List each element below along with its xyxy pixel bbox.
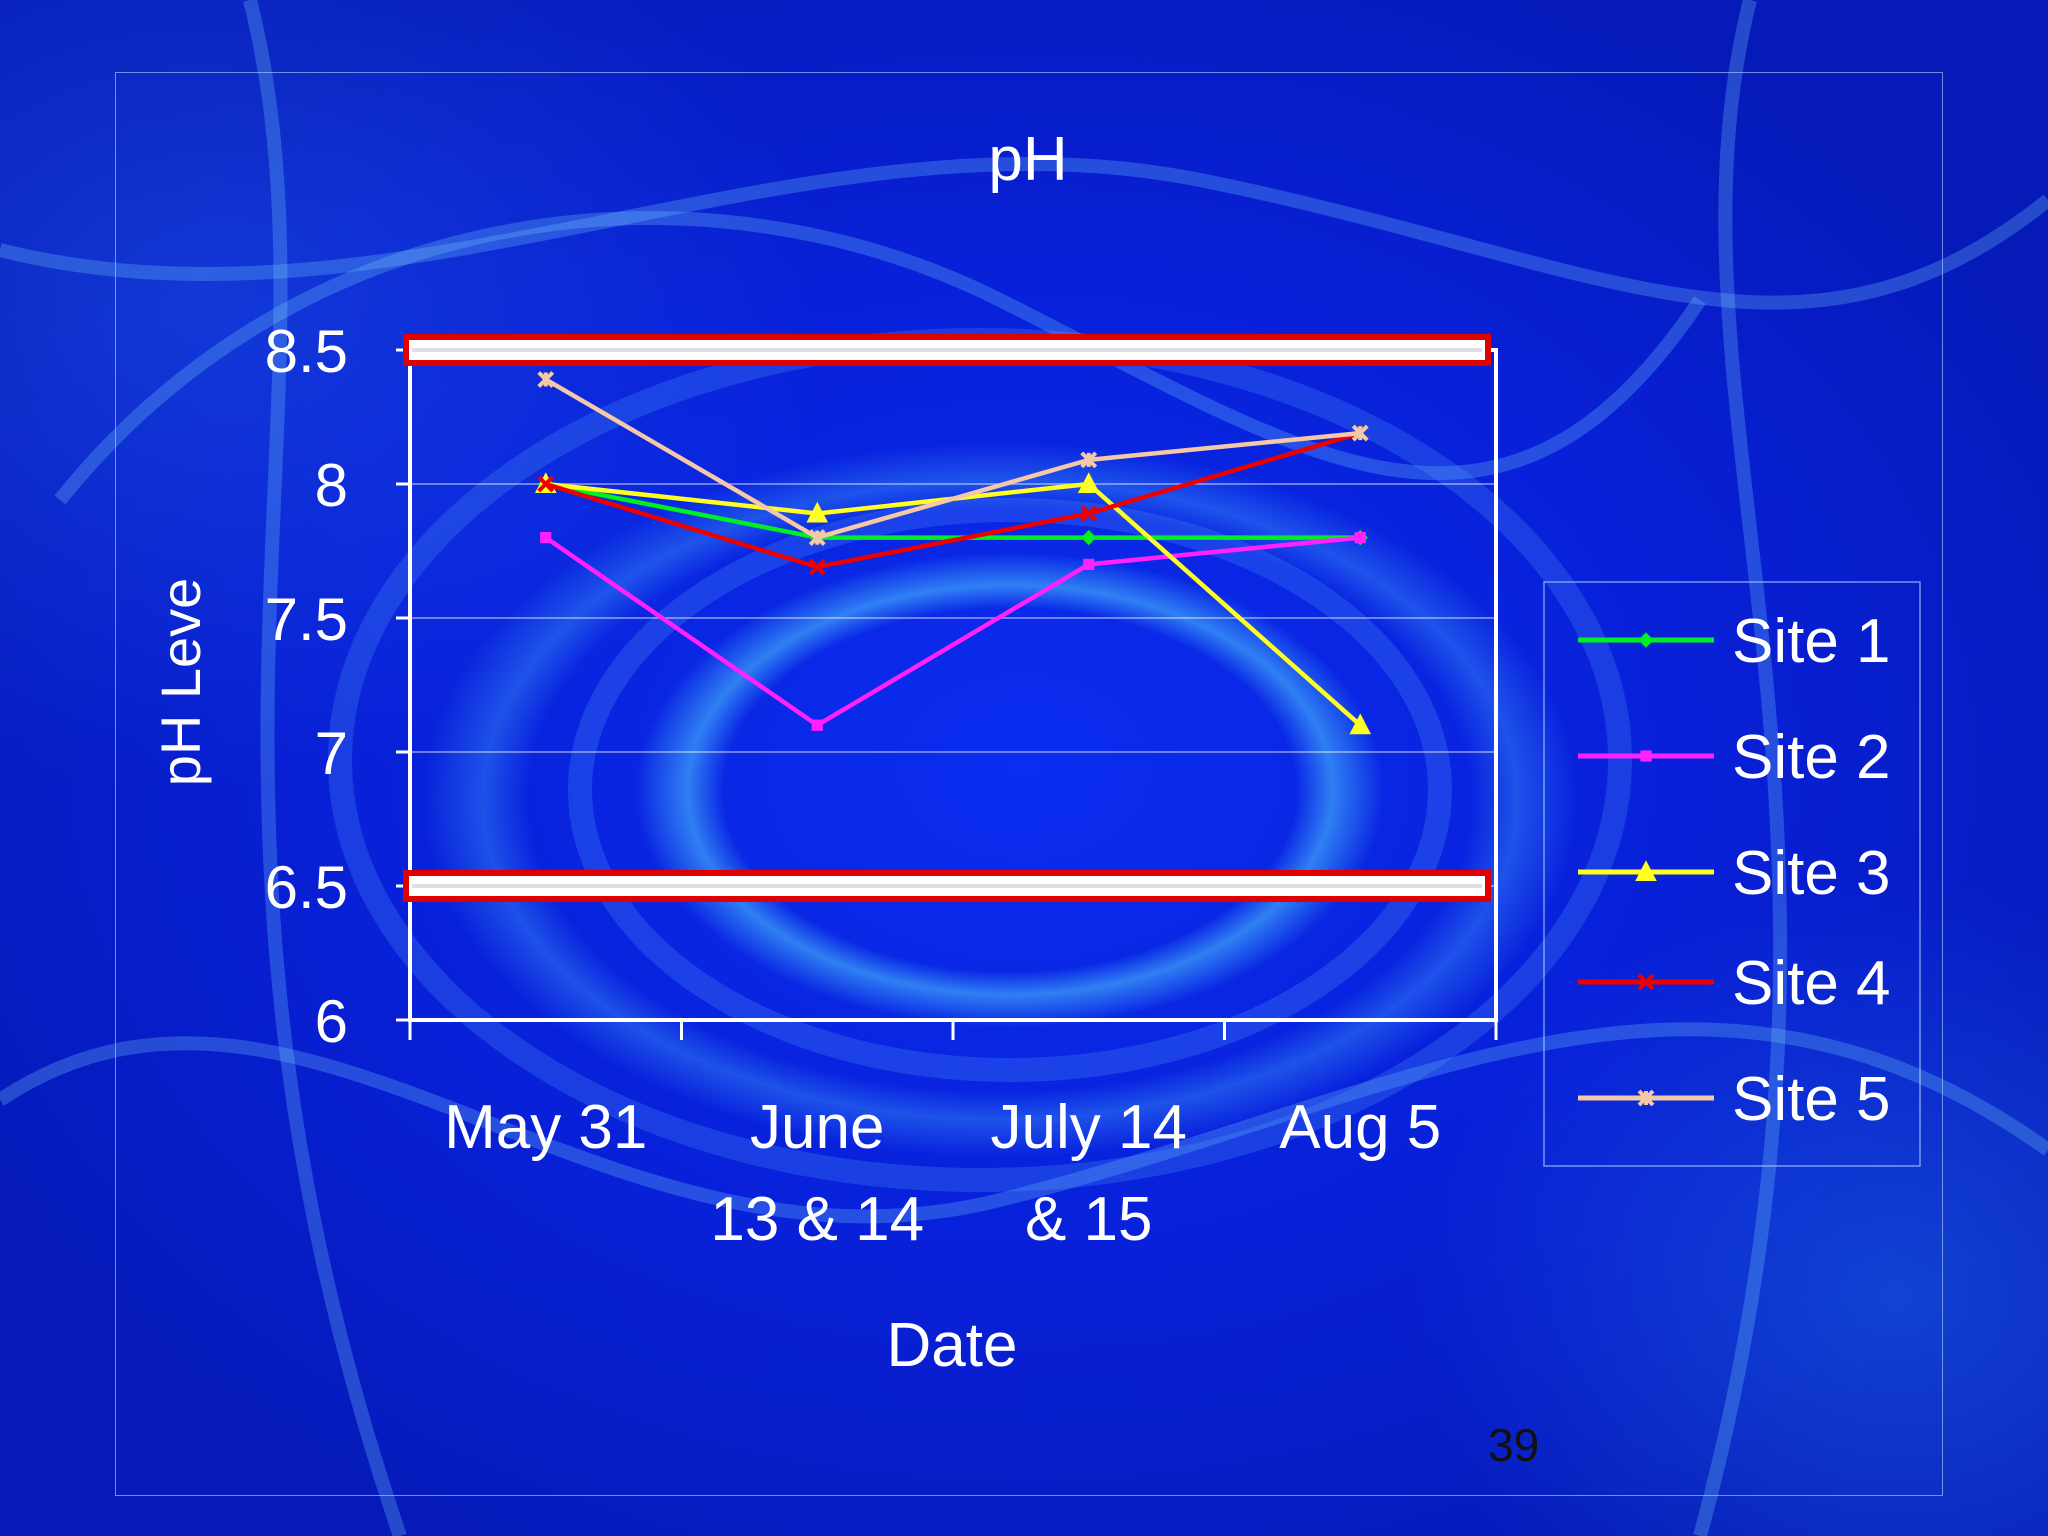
series-point — [1081, 529, 1097, 546]
plot-area-border — [408, 348, 1498, 1022]
series-point — [1354, 532, 1366, 544]
y-tick-label: 7.5 — [265, 586, 348, 653]
series-point — [808, 529, 826, 547]
x-tick-label: & 15 — [1025, 1185, 1153, 1254]
y-axis-label: pH Leve — [149, 578, 212, 787]
series-point — [537, 475, 555, 493]
x-tick-label: May 31 — [444, 1093, 647, 1162]
series-line — [544, 377, 1361, 540]
series-point — [1637, 1089, 1655, 1107]
series-point — [1083, 558, 1095, 570]
series-line — [544, 535, 1361, 728]
x-axis-label: Date — [887, 1311, 1018, 1380]
legend-entry: Site 2 — [1732, 723, 1891, 792]
y-tick-label: 6 — [315, 988, 348, 1055]
series-point — [540, 532, 552, 544]
legend — [1543, 581, 1921, 1167]
slide-frame — [115, 72, 1943, 1496]
series-point — [811, 719, 823, 731]
legend-entry: Site 4 — [1732, 949, 1891, 1018]
series-line — [545, 481, 1361, 540]
y-tick-label: 8.5 — [265, 318, 348, 385]
chart-title: pH — [988, 125, 1067, 194]
series-point — [1080, 505, 1098, 522]
series-point — [1349, 713, 1372, 735]
x-tick-label: June — [750, 1093, 884, 1162]
x-tick-label: 13 & 14 — [710, 1185, 924, 1254]
legend-entry: Site 1 — [1732, 607, 1891, 676]
page-number: 39 — [1488, 1419, 1540, 1471]
y-tick-label: 8 — [315, 452, 348, 519]
series-point — [1635, 860, 1657, 881]
x-tick-label: July 14 — [991, 1093, 1187, 1162]
series-point — [1351, 424, 1369, 442]
y-tick-label: 7 — [315, 720, 348, 787]
series-point — [806, 501, 829, 523]
series-point — [1637, 973, 1655, 991]
series-point — [537, 371, 555, 388]
series-point — [1080, 451, 1098, 469]
legend-entry: Site 5 — [1732, 1065, 1891, 1134]
series-point — [1638, 632, 1654, 648]
series-point — [808, 558, 826, 576]
series-line — [545, 430, 1361, 570]
legend-entry: Site 3 — [1732, 839, 1891, 908]
series-point — [1077, 472, 1100, 493]
y-tick-label: 6.5 — [265, 854, 348, 921]
x-tick-label: Aug 5 — [1279, 1093, 1441, 1162]
series-point — [1640, 750, 1652, 762]
